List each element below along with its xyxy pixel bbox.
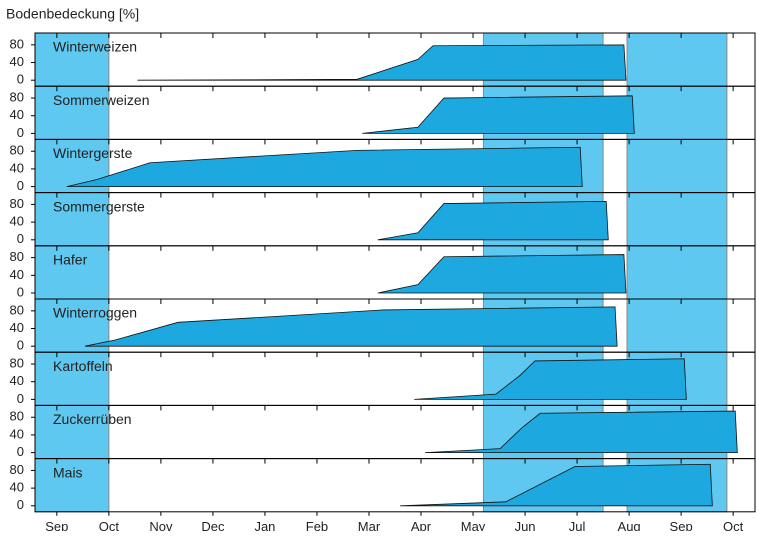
y-tick-label: 80 bbox=[10, 196, 24, 211]
x-tick-label: Sep bbox=[670, 519, 693, 531]
y-tick-label: 80 bbox=[10, 36, 24, 51]
series-label: Mais bbox=[53, 464, 83, 480]
shaded-range bbox=[34, 32, 110, 513]
series-label: Wintergerste bbox=[53, 145, 133, 161]
y-tick-label: 80 bbox=[10, 143, 24, 158]
x-tick-label: May bbox=[461, 519, 486, 531]
x-tick-label: Apr bbox=[411, 519, 432, 531]
area bbox=[377, 200, 609, 241]
area bbox=[400, 463, 713, 507]
y-tick-label: 0 bbox=[17, 231, 24, 246]
y-tick-label: 40 bbox=[10, 480, 24, 495]
x-tick-label: Mar bbox=[358, 519, 381, 531]
area bbox=[414, 358, 687, 400]
area bbox=[66, 146, 583, 188]
y-tick-label: 40 bbox=[10, 54, 24, 69]
y-tick-label: 0 bbox=[17, 284, 24, 299]
y-tick-label: 0 bbox=[17, 178, 24, 193]
x-tick-label: Sep bbox=[45, 519, 68, 531]
y-tick-label: 40 bbox=[10, 373, 24, 388]
y-tick-label: 40 bbox=[10, 267, 24, 282]
y-tick-label: 0 bbox=[17, 125, 24, 140]
y-tick-label: 40 bbox=[10, 160, 24, 175]
x-tick-label: Aug bbox=[618, 519, 641, 531]
x-tick-label: Jul bbox=[569, 519, 586, 531]
y-tick-label: 80 bbox=[10, 409, 24, 424]
area bbox=[137, 44, 627, 81]
series-label: Hafer bbox=[53, 252, 88, 268]
series-label: Sommergerste bbox=[53, 198, 145, 214]
y-tick-label: 40 bbox=[10, 214, 24, 229]
x-tick-label: Oct bbox=[99, 519, 120, 531]
y-tick-label: 0 bbox=[17, 72, 24, 87]
x-tick-label: Dec bbox=[201, 519, 225, 531]
y-tick-label: 80 bbox=[10, 249, 24, 264]
area bbox=[362, 95, 635, 134]
y-tick-label: 80 bbox=[10, 302, 24, 317]
x-tick-label: Nov bbox=[149, 519, 173, 531]
y-tick-label: 0 bbox=[17, 391, 24, 406]
series-label: Winterweizen bbox=[53, 39, 137, 55]
panel-frame bbox=[34, 458, 756, 513]
x-tick-label: Oct bbox=[723, 519, 744, 531]
x-tick-label: Feb bbox=[306, 519, 328, 531]
area bbox=[425, 410, 738, 454]
y-tick-label: 80 bbox=[10, 355, 24, 370]
x-tick-label: Jun bbox=[515, 519, 536, 531]
y-tick-label: 40 bbox=[10, 107, 24, 122]
series-label: Kartoffeln bbox=[53, 358, 113, 374]
x-tick-label: Jan bbox=[254, 519, 275, 531]
series-label: Sommerweizen bbox=[53, 92, 149, 108]
area bbox=[84, 306, 618, 347]
series-label: Zuckerrüben bbox=[53, 411, 132, 427]
y-tick-label: 0 bbox=[17, 338, 24, 353]
y-tick-label: 80 bbox=[10, 462, 24, 477]
series-label: Winterroggen bbox=[53, 305, 137, 321]
chart-title: Bodenbedeckung [%] bbox=[6, 6, 139, 22]
y-tick-label: 0 bbox=[17, 497, 24, 512]
area bbox=[377, 254, 627, 294]
y-tick-label: 80 bbox=[10, 89, 24, 104]
y-tick-label: 40 bbox=[10, 320, 24, 335]
y-tick-label: 0 bbox=[17, 444, 24, 459]
y-tick-label: 40 bbox=[10, 426, 24, 441]
